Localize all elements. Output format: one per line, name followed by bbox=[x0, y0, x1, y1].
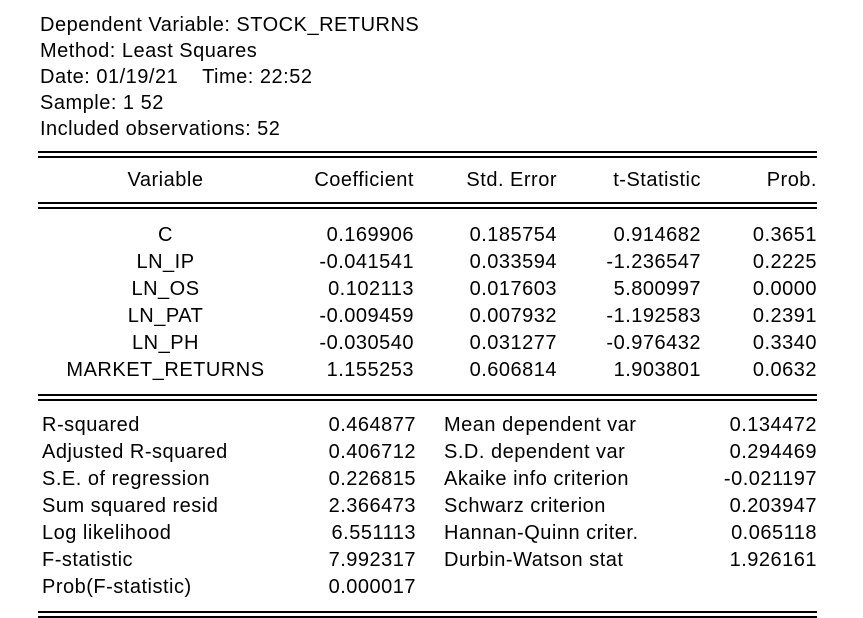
stat-value: 0.134472 bbox=[729, 414, 817, 436]
divider-double-under-header bbox=[38, 202, 817, 209]
cell-prob: 0.0000 bbox=[752, 278, 817, 300]
col-header-std-error: Std. Error bbox=[466, 169, 557, 191]
cell-variable: LN_PAT bbox=[127, 305, 204, 327]
col-header-coefficient: Coefficient bbox=[314, 169, 414, 191]
cell-prob: 0.3651 bbox=[752, 224, 817, 246]
summary-row-adjusted-r-squared: Adjusted R-squared 0.406712 S.D. depende… bbox=[38, 439, 820, 466]
stat-label: Prob(F-statistic) bbox=[42, 576, 192, 598]
stat-value: 0.226815 bbox=[328, 468, 416, 490]
cell-prob: 0.2225 bbox=[752, 251, 817, 273]
stat-label: F-statistic bbox=[42, 549, 134, 571]
stat-label: S.D. dependent var bbox=[444, 441, 626, 463]
divider-double-top bbox=[38, 151, 817, 158]
stat-value: 0.406712 bbox=[328, 441, 416, 463]
summary-row-f-statistic: F-statistic 7.992317 Durbin-Watson stat … bbox=[38, 547, 820, 574]
cell-t-statistic: 1.903801 bbox=[613, 359, 701, 381]
stat-value: 0.065118 bbox=[731, 522, 817, 544]
coef-row-ln-ip: LN_IP -0.041541 0.033594 -1.236547 0.222… bbox=[38, 249, 820, 276]
coefficient-table-body: C 0.169906 0.185754 0.914682 0.3651 LN_I… bbox=[38, 209, 820, 389]
sample-line: Sample: 1 52 bbox=[40, 92, 164, 114]
cell-std-error: 0.185754 bbox=[469, 224, 557, 246]
stat-value: 1.926161 bbox=[729, 549, 817, 571]
cell-t-statistic: -1.192583 bbox=[606, 305, 701, 327]
stat-label: Sum squared resid bbox=[42, 495, 219, 517]
stat-label: Mean dependent var bbox=[444, 414, 637, 436]
col-header-variable: Variable bbox=[127, 169, 204, 191]
coef-header-row: Variable Coefficient Std. Error t-Statis… bbox=[38, 158, 820, 202]
coef-row-ln-ph: LN_PH -0.030540 0.031277 -0.976432 0.334… bbox=[38, 330, 820, 357]
coef-row-market-returns: MARKET_RETURNS 1.155253 0.606814 1.90380… bbox=[38, 357, 820, 384]
stat-value: 0.464877 bbox=[328, 414, 416, 436]
cell-std-error: 0.033594 bbox=[469, 251, 557, 273]
stat-label: Log likelihood bbox=[42, 522, 172, 544]
stat-value: 0.294469 bbox=[729, 441, 817, 463]
summary-statistics: R-squared 0.464877 Mean dependent var 0.… bbox=[38, 401, 820, 606]
stat-label bbox=[419, 574, 679, 601]
summary-row-log-likelihood: Log likelihood 6.551113 Hannan-Quinn cri… bbox=[38, 520, 820, 547]
coef-row-ln-pat: LN_PAT -0.009459 0.007932 -1.192583 0.23… bbox=[38, 303, 820, 330]
summary-row-se-of-regression: S.E. of regression 0.226815 Akaike info … bbox=[38, 466, 820, 493]
cell-std-error: 0.007932 bbox=[469, 305, 557, 327]
stat-value: -0.021197 bbox=[723, 468, 817, 490]
summary-row-sum-squared-resid: Sum squared resid 2.366473 Schwarz crite… bbox=[38, 493, 820, 520]
col-header-prob: Prob. bbox=[766, 169, 817, 191]
coefficient-table-header: Variable Coefficient Std. Error t-Statis… bbox=[38, 158, 820, 202]
coef-row-ln-os: LN_OS 0.102113 0.017603 5.800997 0.0000 bbox=[38, 276, 820, 303]
cell-std-error: 0.606814 bbox=[469, 359, 557, 381]
cell-variable: LN_IP bbox=[136, 251, 195, 273]
stat-value bbox=[679, 574, 820, 601]
cell-variable: LN_PH bbox=[132, 332, 199, 354]
stat-value: 0.203947 bbox=[729, 495, 817, 517]
cell-t-statistic: -1.236547 bbox=[606, 251, 701, 273]
cell-t-statistic: 0.914682 bbox=[613, 224, 701, 246]
stat-label: Durbin-Watson stat bbox=[444, 549, 624, 571]
cell-std-error: 0.031277 bbox=[469, 332, 557, 354]
cell-t-statistic: 5.800997 bbox=[613, 278, 701, 300]
stat-value: 0.000017 bbox=[328, 576, 416, 598]
cell-prob: 0.2391 bbox=[752, 305, 817, 327]
coef-row-c: C 0.169906 0.185754 0.914682 0.3651 bbox=[38, 222, 820, 249]
stat-label: R-squared bbox=[42, 414, 140, 436]
stat-label: Akaike info criterion bbox=[444, 468, 630, 490]
col-header-t-statistic: t-Statistic bbox=[613, 169, 701, 191]
date-time-line: Date: 01/19/21 Time: 22:52 bbox=[40, 66, 313, 88]
cell-coefficient: 0.169906 bbox=[326, 224, 414, 246]
stat-value: 6.551113 bbox=[331, 522, 416, 544]
cell-coefficient: -0.030540 bbox=[319, 332, 414, 354]
divider-double-bottom bbox=[38, 611, 817, 618]
stat-label: Adjusted R-squared bbox=[42, 441, 228, 463]
stat-value: 2.366473 bbox=[328, 495, 416, 517]
cell-coefficient: -0.009459 bbox=[319, 305, 414, 327]
summary-row-r-squared: R-squared 0.464877 Mean dependent var 0.… bbox=[38, 412, 820, 439]
cell-prob: 0.0632 bbox=[752, 359, 817, 381]
method-line: Method: Least Squares bbox=[40, 40, 258, 62]
stat-value: 7.992317 bbox=[328, 549, 416, 571]
summary-row-prob-f-statistic: Prob(F-statistic) 0.000017 bbox=[38, 574, 820, 601]
cell-t-statistic: -0.976432 bbox=[606, 332, 701, 354]
cell-prob: 0.3340 bbox=[752, 332, 817, 354]
observations-line: Included observations: 52 bbox=[40, 118, 281, 140]
stat-label: Schwarz criterion bbox=[444, 495, 606, 517]
cell-coefficient: 0.102113 bbox=[328, 278, 414, 300]
stat-label: S.E. of regression bbox=[42, 468, 210, 490]
regression-spec-header: Dependent Variable: STOCK_RETURNS Method… bbox=[0, 12, 863, 142]
cell-coefficient: -0.041541 bbox=[319, 251, 414, 273]
cell-variable: LN_OS bbox=[131, 278, 200, 300]
stat-label: Hannan-Quinn criter. bbox=[444, 522, 639, 544]
dependent-variable-line: Dependent Variable: STOCK_RETURNS bbox=[40, 14, 420, 36]
cell-variable: C bbox=[158, 224, 173, 246]
cell-coefficient: 1.155253 bbox=[326, 359, 414, 381]
cell-std-error: 0.017603 bbox=[469, 278, 557, 300]
cell-variable: MARKET_RETURNS bbox=[66, 359, 265, 381]
divider-double-under-coefficients bbox=[38, 394, 817, 401]
